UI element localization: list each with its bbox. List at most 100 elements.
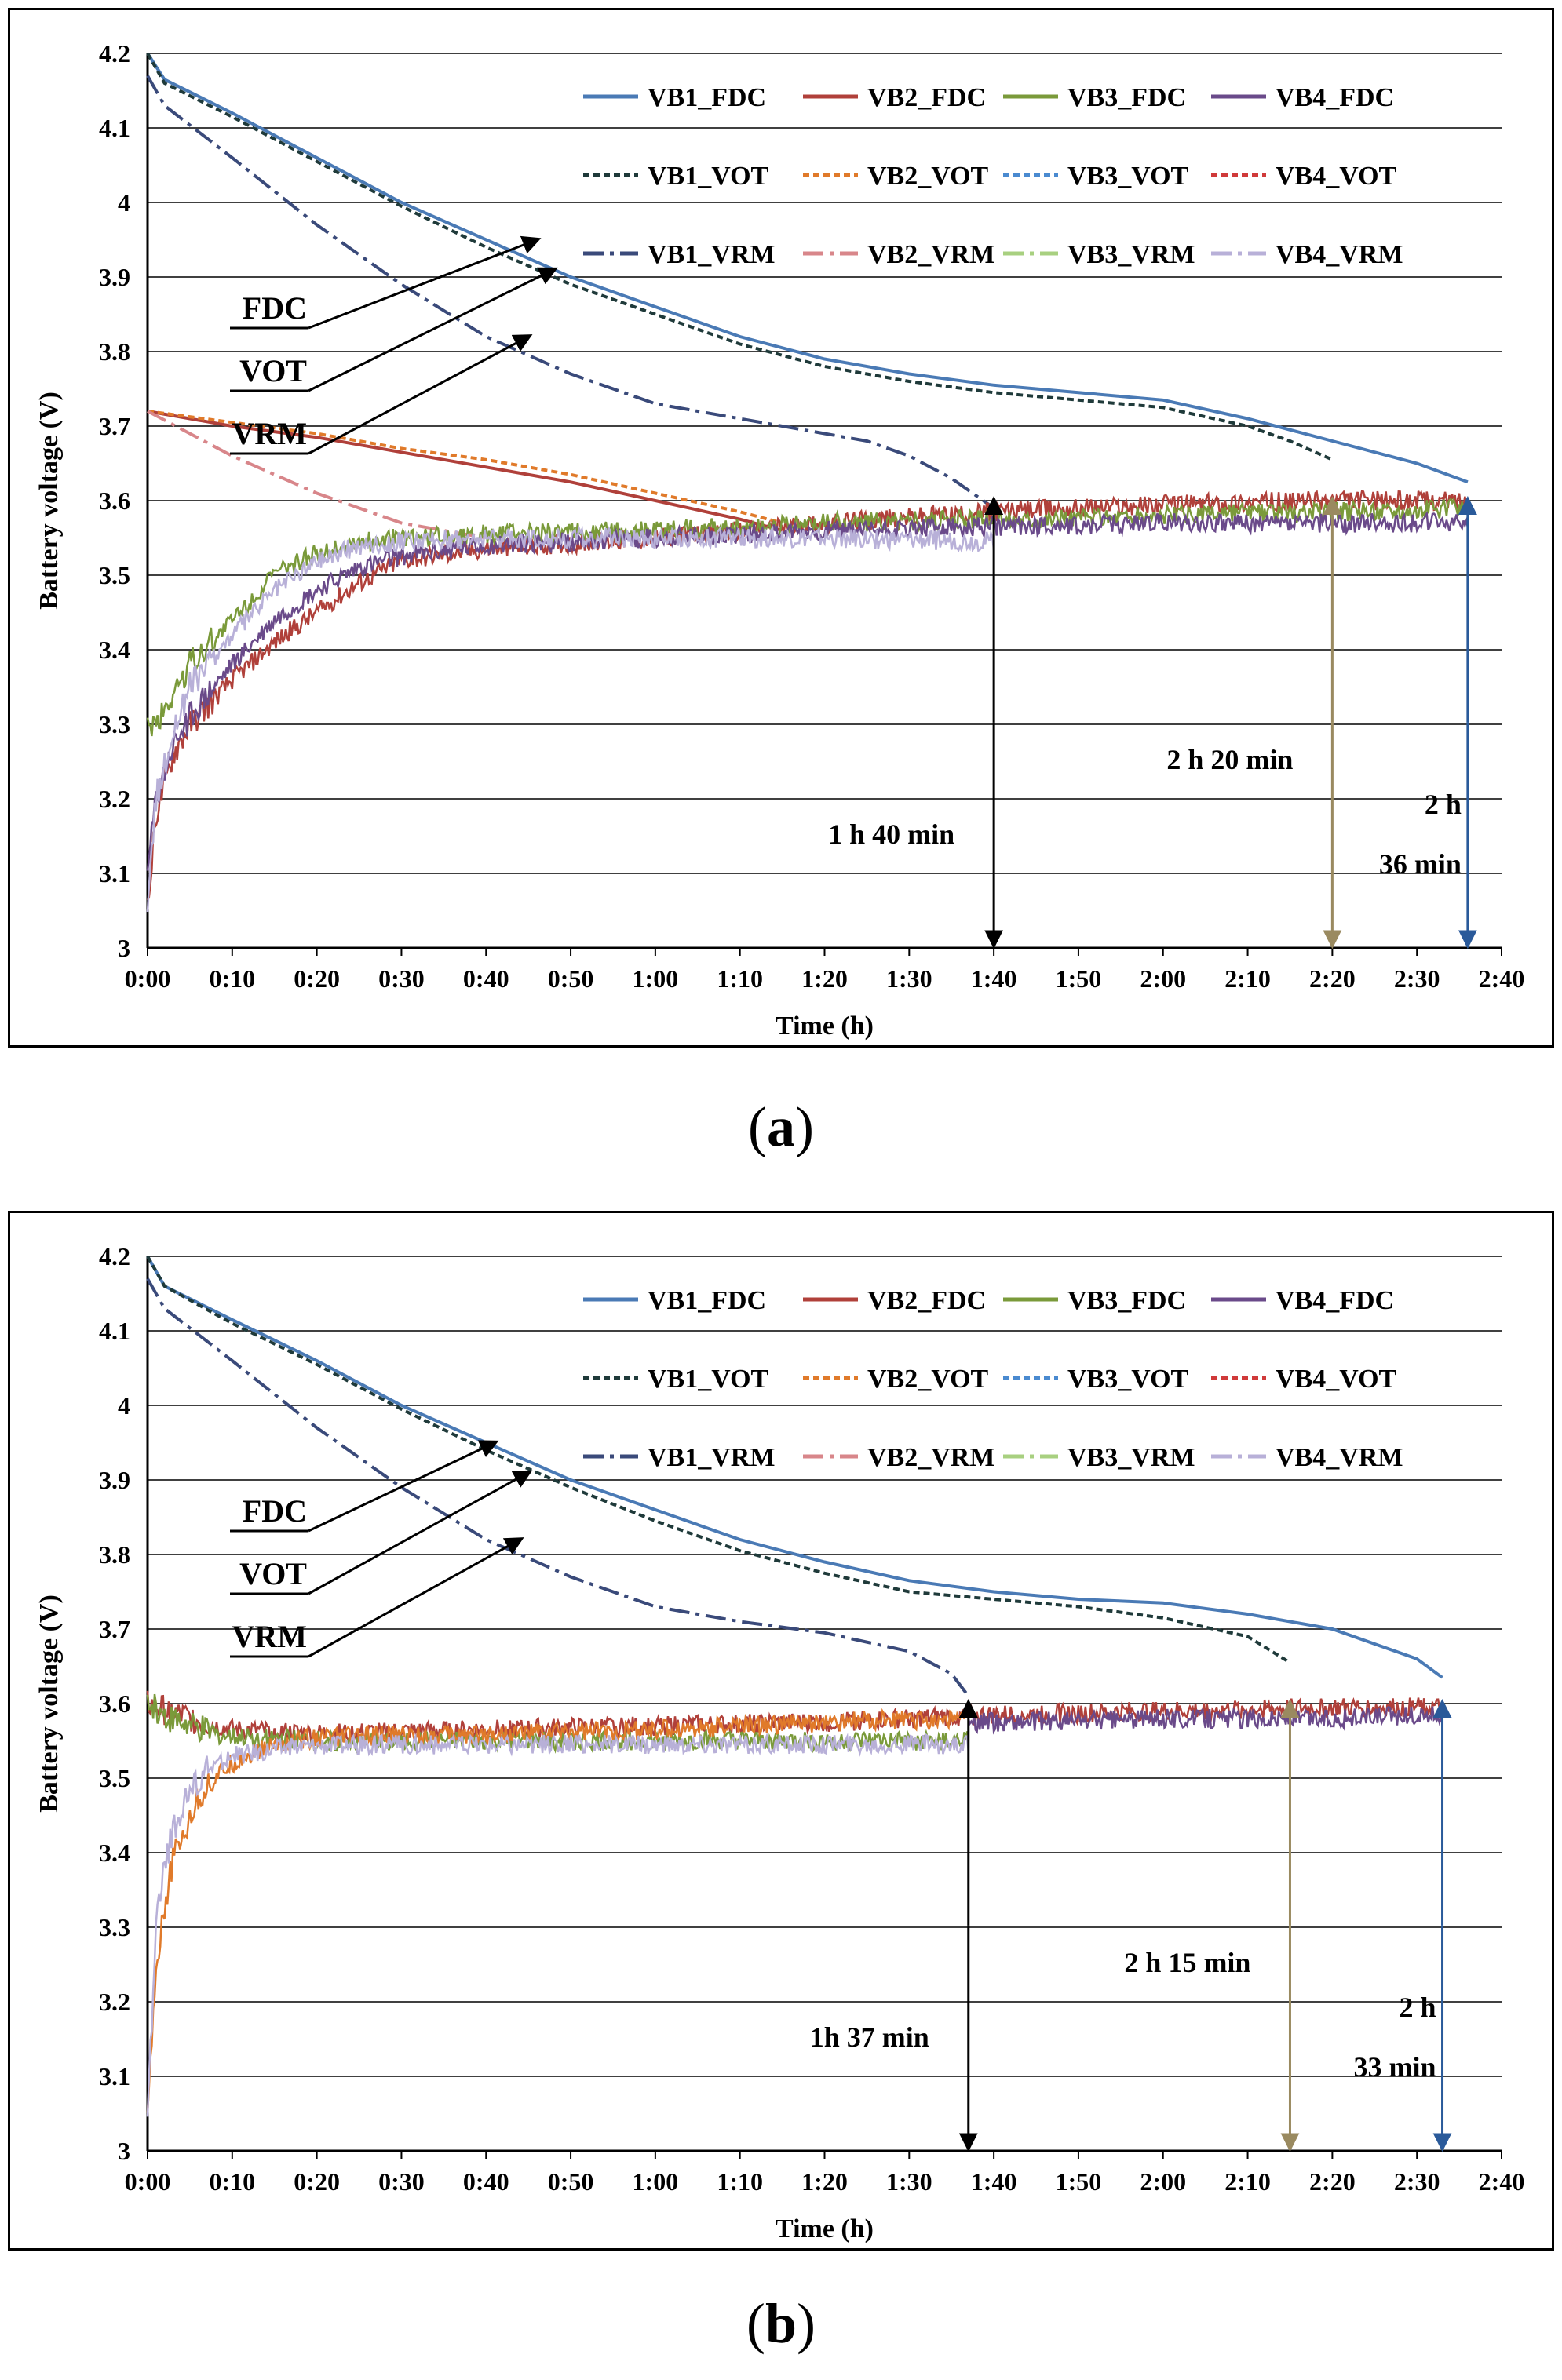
x-tick-label: 0:30 [378, 2167, 425, 2196]
legend-label: VB3_VOT [1067, 162, 1189, 191]
legend-label: VB1_FDC [648, 1286, 766, 1315]
legend-label: VB1_FDC [648, 83, 766, 112]
y-tick-label: 4 [118, 188, 130, 217]
x-axis-label: Time (h) [776, 2214, 874, 2243]
series-type-label: VRM [232, 416, 307, 451]
y-tick-label: 3.7 [99, 412, 130, 440]
time-annotation: 2 h 15 min [1124, 1947, 1250, 1978]
y-tick-label: 3.9 [99, 263, 130, 291]
caption-a-close: ) [795, 1095, 814, 1158]
series-line [146, 1732, 970, 2117]
legend-label: VB1_VRM [648, 240, 775, 269]
legend-label: VB3_VRM [1067, 1443, 1195, 1472]
time-annotation: 33 min [1354, 2051, 1436, 2083]
chart-panel-a: 3 3.1 3.2 3.3 3.4 3.5 3.6 3.7 3.8 3.9 4 4.1 4.2 0:00 0… [8, 8, 1554, 1048]
legend-label: VB3_FDC [1067, 1286, 1186, 1315]
legend-label: VB2_FDC [867, 1286, 986, 1315]
legend-label: VB2_VRM [867, 240, 994, 269]
label-arrow [308, 267, 558, 392]
x-tick-label: 1:20 [801, 2167, 848, 2196]
y-tick-label: 3.3 [99, 710, 130, 738]
x-tick-label: 0:00 [125, 2167, 171, 2196]
y-tick-label: 3.4 [99, 1839, 130, 1867]
x-axis-label: Time (h) [776, 1011, 874, 1041]
y-tick-label: 4 [118, 1391, 130, 1420]
series-line [147, 410, 487, 540]
x-tick-label: 0:50 [548, 964, 594, 993]
chart-svg-b: 3 3.1 3.2 3.3 3.4 3.5 3.6 3.7 3.8 3.9 4 4.1 4.2 0:00 0… [35, 1242, 1524, 2243]
time-annotation: 1 h 40 min [828, 818, 954, 850]
x-tick-label: 2:00 [1140, 2167, 1186, 2196]
series-line [146, 52, 1469, 484]
y-tick-label: 3.9 [99, 1466, 130, 1494]
x-tick-label: 1:10 [717, 2167, 763, 2196]
caption-b-close: ) [797, 2292, 816, 2355]
x-tick-label: 1:30 [886, 964, 932, 993]
time-annotation: 2 h 20 min [1166, 744, 1293, 775]
y-tick-label: 3.8 [99, 337, 130, 366]
caption-a-letter: a [767, 1095, 795, 1158]
label-arrow [308, 1470, 533, 1595]
x-tick-label: 1:50 [1056, 2167, 1102, 2196]
series-line [147, 410, 783, 525]
time-annotation: 2 h [1400, 1992, 1436, 2023]
y-tick-label: 4.1 [99, 1317, 130, 1345]
legend-label: VB1_VOT [648, 162, 769, 191]
y-tick-label: 3.7 [99, 1615, 130, 1643]
legend-label: VB4_VRM [1276, 1443, 1403, 1472]
time-annotation: 1h 37 min [810, 2021, 929, 2053]
x-tick-label: 1:40 [971, 964, 1017, 993]
y-tick-label: 3.5 [99, 1764, 130, 1792]
x-tick-label: 2:00 [1140, 964, 1186, 993]
x-tick-label: 2:20 [1309, 964, 1356, 993]
y-tick-label: 3.6 [99, 1689, 130, 1718]
x-tick-label: 1:00 [633, 2167, 679, 2196]
series-type-label: VOT [239, 353, 307, 388]
legend-label: VB2_VOT [867, 162, 989, 191]
x-tick-label: 1:50 [1056, 964, 1102, 993]
legend-label: VB4_FDC [1276, 1286, 1394, 1315]
y-tick-label: 3.2 [99, 1988, 130, 2016]
y-axis-label: Battery voltage (V) [35, 392, 64, 610]
x-tick-label: 1:10 [717, 964, 763, 993]
label-arrow [308, 1537, 524, 1658]
y-tick-label: 3.6 [99, 487, 130, 515]
series-line [146, 53, 1334, 461]
legend-label: VB2_VRM [867, 1443, 994, 1472]
x-tick-label: 0:20 [294, 964, 340, 993]
x-tick-label: 0:00 [125, 964, 171, 993]
caption-a-open: ( [748, 1095, 767, 1158]
x-tick-label: 0:40 [463, 2167, 509, 2196]
series-type-label: VRM [232, 1619, 307, 1654]
x-tick-label: 0:50 [548, 2167, 594, 2196]
series-line [146, 1277, 970, 1697]
series-line [146, 525, 995, 913]
label-arrow [308, 334, 533, 455]
x-tick-label: 0:20 [294, 2167, 340, 2196]
x-tick-label: 0:10 [209, 2167, 255, 2196]
x-tick-label: 2:10 [1224, 2167, 1271, 2196]
y-tick-label: 3.2 [99, 785, 130, 813]
y-tick-label: 3.1 [99, 2062, 130, 2090]
series-line [146, 510, 1469, 871]
caption-b: (b) [0, 2291, 1562, 2356]
legend-label: VB3_VRM [1067, 240, 1195, 269]
legend-label: VB1_VRM [648, 1443, 775, 1472]
chart-panel-b: 3 3.1 3.2 3.3 3.4 3.5 3.6 3.7 3.8 3.9 4 4.1 4.2 0:00 0… [8, 1211, 1554, 2251]
x-tick-label: 2:10 [1224, 964, 1271, 993]
y-tick-label: 3.1 [99, 859, 130, 887]
y-tick-label: 3.8 [99, 1540, 130, 1569]
chart-svg-a: 3 3.1 3.2 3.3 3.4 3.5 3.6 3.7 3.8 3.9 4 4.1 4.2 0:00 0… [35, 39, 1524, 1041]
legend-label: VB4_VOT [1276, 162, 1397, 191]
time-annotation: 2 h [1425, 789, 1462, 820]
legend-label: VB3_VOT [1067, 1365, 1189, 1394]
y-tick-label: 3.5 [99, 561, 130, 589]
legend-label: VB4_VRM [1276, 240, 1403, 269]
caption-b-letter: b [765, 2292, 797, 2355]
legend-label: VB4_FDC [1276, 83, 1394, 112]
x-tick-label: 1:20 [801, 964, 848, 993]
series-type-label: FDC [243, 1493, 307, 1529]
y-tick-label: 3.4 [99, 636, 130, 664]
x-tick-label: 2:20 [1309, 2167, 1356, 2196]
series-line [967, 1705, 1443, 1735]
